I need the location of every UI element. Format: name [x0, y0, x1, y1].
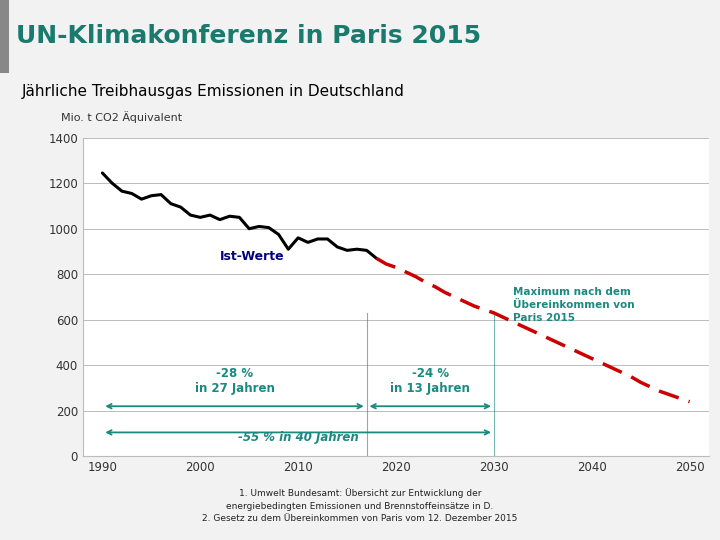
Text: Mio. t CO2 Äquivalent: Mio. t CO2 Äquivalent — [61, 111, 182, 123]
Text: -55 % in 40 Jahren: -55 % in 40 Jahren — [238, 431, 359, 444]
Text: -24 %
in 13 Jahren: -24 % in 13 Jahren — [390, 367, 470, 395]
Text: Maximum nach dem
Übereinkommen von
Paris 2015: Maximum nach dem Übereinkommen von Paris… — [513, 287, 635, 323]
Text: -28 %
in 27 Jahren: -28 % in 27 Jahren — [194, 367, 274, 395]
Text: Jährliche Treibhausgas Emissionen in Deutschland: Jährliche Treibhausgas Emissionen in Deu… — [22, 84, 405, 99]
Text: Ist-Werte: Ist-Werte — [220, 249, 284, 262]
Text: 1. Umwelt Bundesamt: Übersicht zur Entwicklung der
energiebedingten Emissionen u: 1. Umwelt Bundesamt: Übersicht zur Entwi… — [202, 488, 518, 523]
Bar — [0, 0, 9, 73]
Text: UN-Klimakonferenz in Paris 2015: UN-Klimakonferenz in Paris 2015 — [16, 24, 481, 49]
